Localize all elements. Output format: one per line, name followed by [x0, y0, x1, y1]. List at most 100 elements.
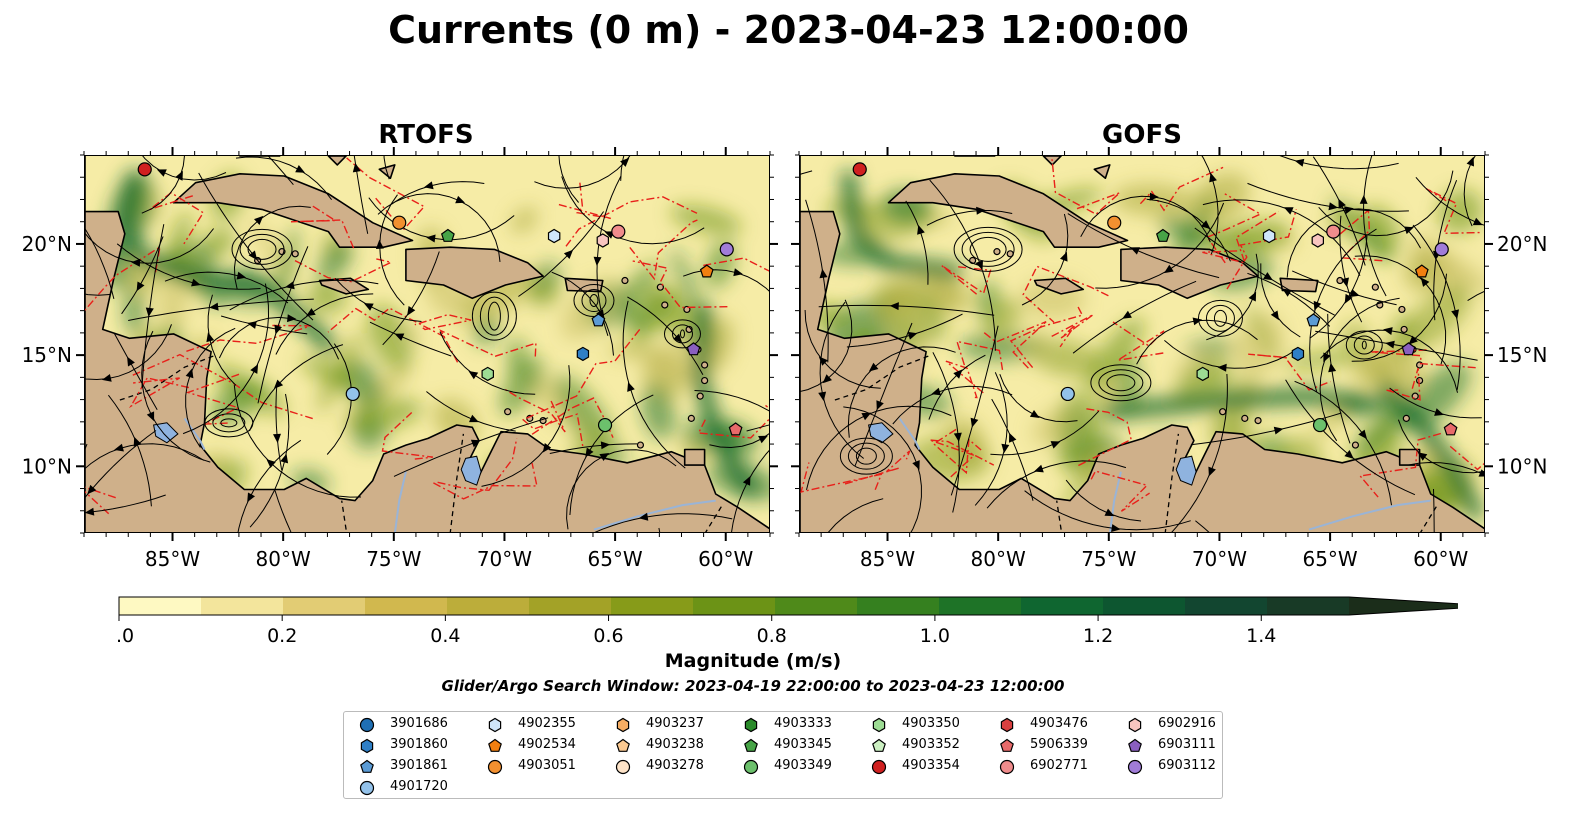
- landmass: [1398, 448, 1421, 466]
- lon-tick-label: 80°W: [971, 547, 1026, 571]
- float-marker-4902534: [699, 264, 714, 278]
- legend-marker: [871, 759, 887, 775]
- legend-marker-circle-icon: [871, 759, 887, 775]
- colorbar-tick-label: 1.4: [1246, 625, 1276, 646]
- colorbar-segment: [201, 597, 284, 615]
- float-legend: 3901686 3901860 3901861 4901720 4902355 49025…: [343, 711, 1223, 799]
- legend-marker: [615, 759, 631, 775]
- lat-tick-label: 15°N: [22, 343, 72, 367]
- landmass: [683, 448, 706, 466]
- legend-label: 3901861: [390, 758, 448, 773]
- float-markers: [852, 162, 1458, 436]
- lat-tick-label: 20°N: [1497, 232, 1547, 256]
- lake: [1175, 455, 1197, 486]
- colorbar-segment: [1103, 597, 1186, 615]
- lon-tick-label: 80°W: [256, 547, 311, 571]
- legend-marker-pentagon-icon: [616, 738, 630, 752]
- legend-marker: [1000, 717, 1014, 733]
- streamlines: [800, 156, 1484, 532]
- float-marker-4902534: [1414, 264, 1429, 278]
- lon-tick-label: 85°W: [860, 547, 915, 571]
- legend-label: 6903112: [1158, 758, 1216, 773]
- legend-marker-hexagon-icon: [1128, 717, 1142, 733]
- float-marker-4902355: [547, 228, 561, 244]
- legend-marker: [487, 759, 503, 775]
- float-marker-4901720: [1060, 386, 1075, 402]
- legend-label: 4903333: [774, 716, 832, 731]
- colorbar-extension: [1349, 597, 1458, 615]
- legend-marker: [1127, 759, 1143, 775]
- legend-marker: [872, 717, 886, 733]
- float-marker-4903350: [481, 366, 494, 382]
- legend-marker: [359, 717, 375, 733]
- float-marker-4903350: [1196, 366, 1209, 382]
- legend-marker: [744, 738, 758, 752]
- landmass: [405, 246, 544, 300]
- landmass: [318, 277, 370, 295]
- float-marker-5906339: [1443, 422, 1458, 436]
- legend-label: 5906339: [1030, 737, 1088, 752]
- eez-boundaries: [85, 157, 769, 515]
- legend-marker: [359, 780, 375, 796]
- legend-marker-pentagon-icon: [360, 759, 374, 773]
- colorbar-segment: [529, 597, 612, 615]
- landmass: [85, 156, 769, 532]
- legend-label: 4903051: [518, 758, 576, 773]
- legend-label: 4903237: [646, 716, 704, 731]
- colorbar-segment: [693, 597, 776, 615]
- legend-marker-circle-icon: [1127, 759, 1143, 775]
- axis-layer: 85°W 80°W 75°W 70°W 65°W 60°W 10°N 15°N 20°N 85°W…: [22, 147, 1547, 571]
- colorbar-tick-label: 0.6: [593, 625, 623, 646]
- lon-tick-label: 75°W: [366, 547, 421, 571]
- legend-marker: [1128, 738, 1142, 752]
- legend-label: 4903345: [774, 737, 832, 752]
- colorbar-tick-label: 0.2: [267, 625, 297, 646]
- land-layer: [800, 156, 1484, 532]
- float-marker-3901860: [1291, 346, 1305, 362]
- landmass: [1093, 164, 1111, 179]
- figure-title: Currents (0 m) - 2023-04-23 12:00:00: [388, 8, 1189, 52]
- landmass: [800, 156, 1484, 532]
- float-marker-3901861: [1306, 313, 1321, 327]
- colorbar-tick-label: 0.0: [118, 625, 134, 646]
- legend-marker: [744, 717, 758, 733]
- float-marker-6902771: [611, 224, 626, 239]
- float-marker-4903354: [852, 162, 867, 177]
- legend-label: 6903111: [1158, 737, 1216, 752]
- landmass: [1279, 277, 1319, 293]
- colorbar-tick-label: 1.0: [920, 625, 950, 646]
- lat-tick-label: 20°N: [22, 232, 72, 256]
- lon-tick-label: 85°W: [145, 547, 200, 571]
- float-marker-4903354: [137, 162, 152, 177]
- lon-tick-label: 65°W: [1302, 547, 1357, 571]
- float-marker-5906339: [728, 422, 743, 436]
- float-marker-4903349: [1312, 417, 1328, 433]
- legend-label: 4903349: [774, 758, 832, 773]
- legend-marker-circle-icon: [999, 759, 1015, 775]
- lat-tick-label: 10°N: [22, 454, 72, 478]
- colorbar-segment: [939, 597, 1022, 615]
- legend-marker: [360, 738, 374, 754]
- legend-marker-circle-icon: [487, 759, 503, 775]
- legend-marker-circle-icon: [359, 717, 375, 733]
- legend-marker: [488, 738, 502, 752]
- float-marker-4902355: [1262, 228, 1276, 244]
- lat-tick-label: 15°N: [1497, 343, 1547, 367]
- panel-title-rtofs: RTOFS: [378, 120, 474, 150]
- float-marker-6903112: [719, 242, 734, 257]
- landmass: [172, 173, 414, 248]
- legend-label: 4903278: [646, 758, 704, 773]
- legend-label: 4902355: [518, 716, 576, 731]
- colorbar-tick-label: 0.8: [757, 625, 787, 646]
- legend-marker: [488, 717, 502, 733]
- legend-label: 4901720: [390, 779, 448, 794]
- colorbar-tick-label: 1.2: [1083, 625, 1113, 646]
- legend-marker-hexagon-icon: [616, 717, 630, 733]
- legend-marker: [743, 759, 759, 775]
- colorbar-segment: [611, 597, 694, 615]
- map-panel-gofs[interactable]: [799, 155, 1485, 533]
- float-marker-6902771: [1326, 224, 1341, 239]
- lon-tick-label: 65°W: [587, 547, 642, 571]
- legend-marker-pentagon-icon: [1128, 738, 1142, 752]
- map-panel-rtofs[interactable]: [84, 155, 770, 533]
